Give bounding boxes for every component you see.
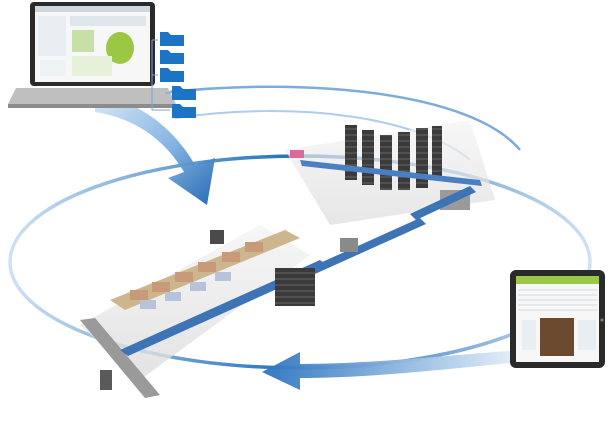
folder-stack bbox=[151, 32, 196, 118]
flow-arrow-down bbox=[95, 95, 215, 205]
conveyor-line-icon bbox=[80, 186, 476, 398]
laptop-icon bbox=[8, 2, 176, 108]
tablet bbox=[510, 270, 605, 368]
laptop bbox=[8, 2, 176, 108]
tablet-icon bbox=[510, 270, 605, 368]
flow-arrow-left bbox=[262, 350, 520, 390]
production-line bbox=[80, 186, 476, 398]
storage-rack-icon bbox=[285, 120, 495, 225]
warehouse-racks bbox=[285, 120, 495, 225]
folder-icon bbox=[160, 32, 196, 118]
